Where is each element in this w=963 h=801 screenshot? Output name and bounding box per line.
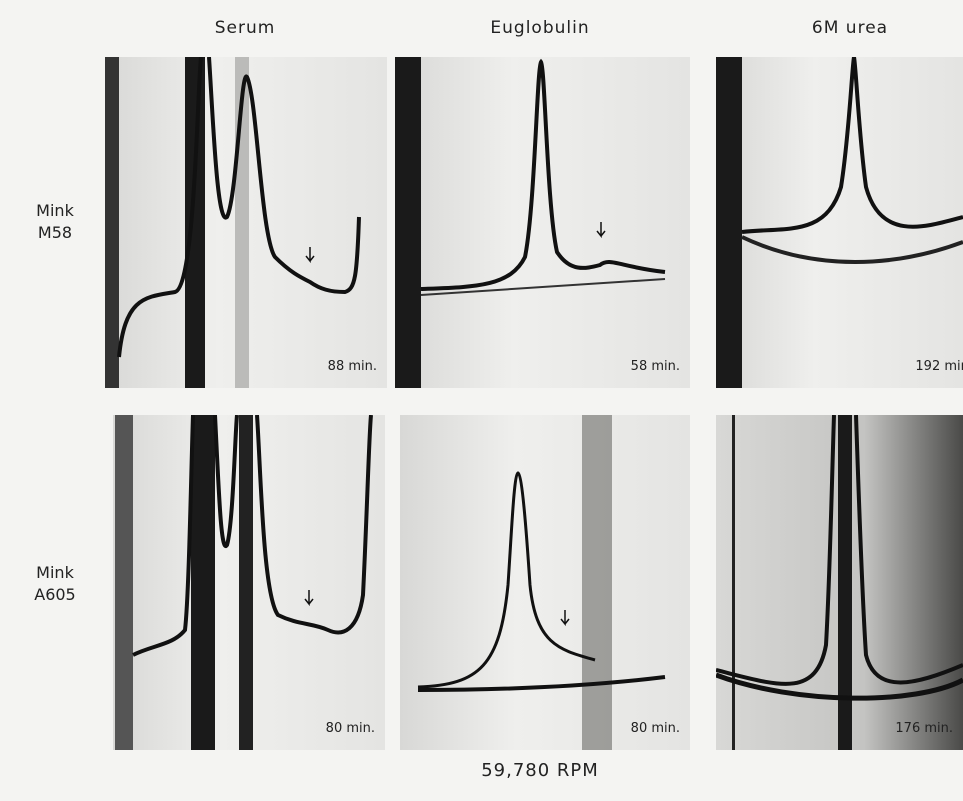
pattern xyxy=(115,415,373,750)
column-header: Euglobulin xyxy=(490,18,590,38)
pattern-panel: 88 min. xyxy=(105,57,387,388)
pattern xyxy=(105,57,361,388)
time-label: 80 min. xyxy=(630,721,680,736)
time-label: 176 min. xyxy=(895,721,953,736)
pattern xyxy=(417,415,666,750)
pattern-panel: 80 min. xyxy=(400,415,690,750)
time-label: 80 min. xyxy=(325,721,375,736)
pattern-panel: 58 min. xyxy=(395,57,690,388)
column-header: Serum xyxy=(214,18,276,38)
footer: 59,780 RPM xyxy=(481,760,599,781)
pattern-panel: 192 min. xyxy=(716,57,963,388)
pattern-panel: 176 min. xyxy=(716,415,963,750)
pattern-panel: 80 min. xyxy=(113,415,385,750)
time-label: 88 min. xyxy=(327,359,377,374)
time-label: 192 min. xyxy=(915,359,963,374)
pattern xyxy=(716,57,963,388)
row-label: Mink A605 xyxy=(34,563,76,604)
pattern xyxy=(395,57,666,388)
row-label: Mink M58 xyxy=(36,201,74,242)
column-header: 6M urea xyxy=(811,18,889,38)
pattern xyxy=(716,415,963,750)
time-label: 58 min. xyxy=(630,359,680,374)
